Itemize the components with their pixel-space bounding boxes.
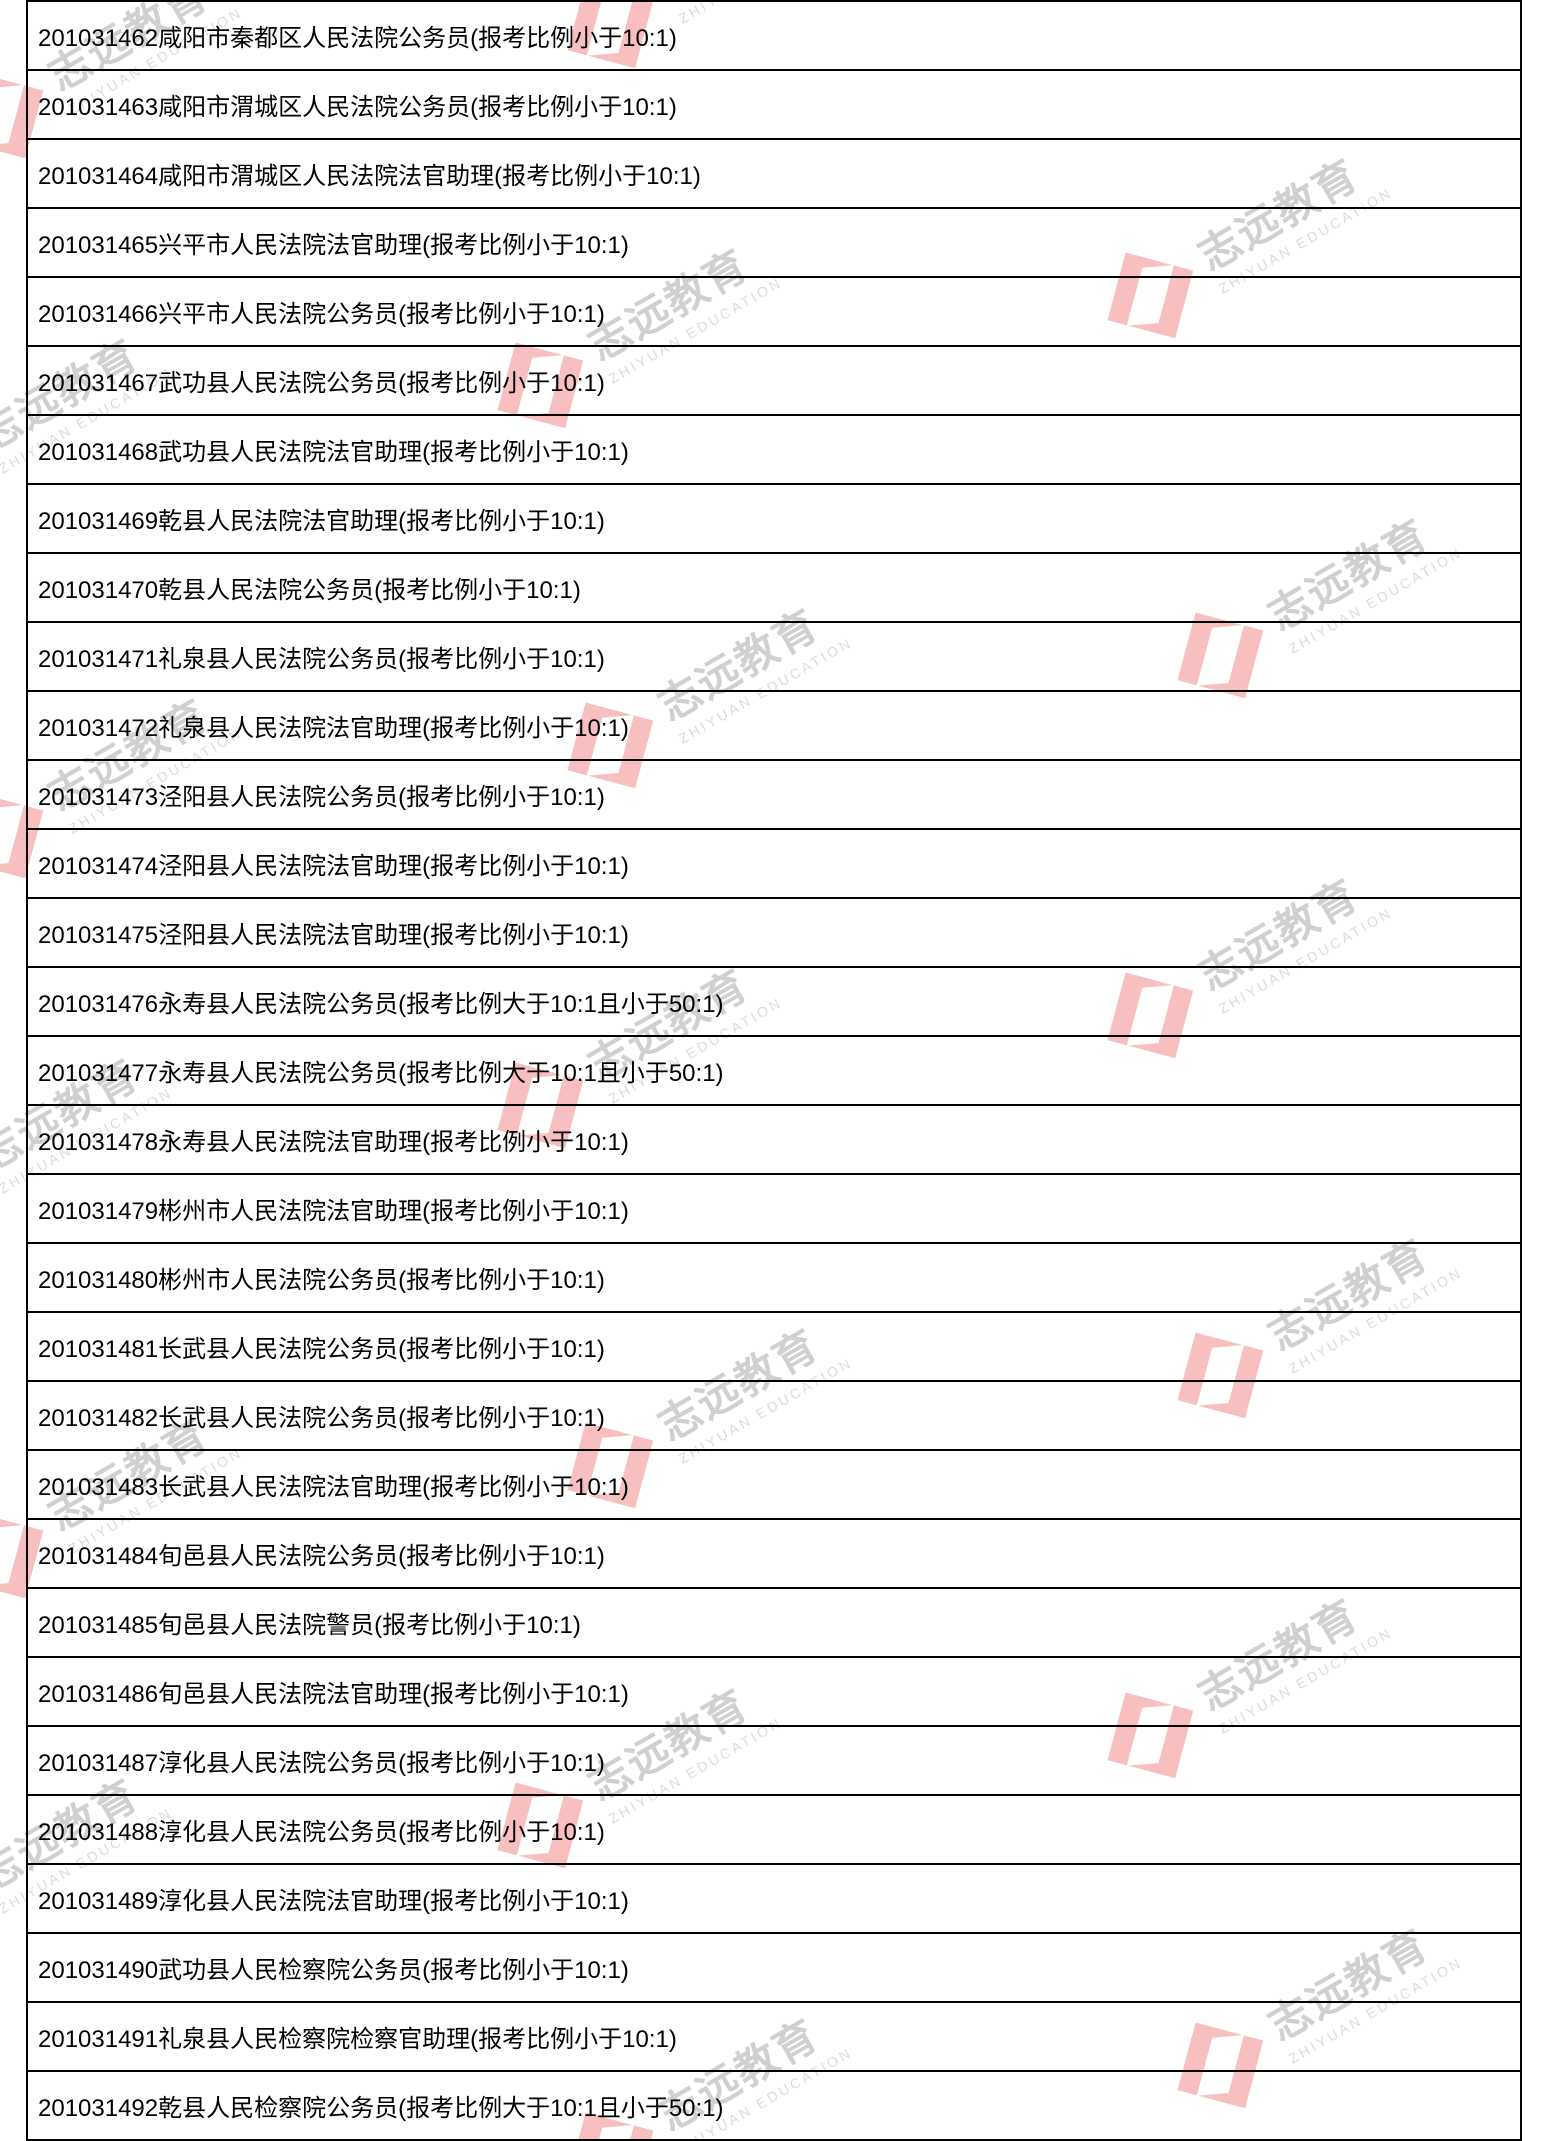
position-cell: 201031485旬邑县人民法院警员(报考比例小于10:1): [27, 1588, 1521, 1657]
table-row: 201031483长武县人民法院法官助理(报考比例小于10:1): [27, 1450, 1521, 1519]
table-row: 201031477永寿县人民法院公务员(报考比例大于10:1且小于50:1): [27, 1036, 1521, 1105]
position-table: 201031462咸阳市秦都区人民法院公务员(报考比例小于10:1)201031…: [26, 0, 1522, 2141]
table-row: 201031485旬邑县人民法院警员(报考比例小于10:1): [27, 1588, 1521, 1657]
table-row: 201031470乾县人民法院公务员(报考比例小于10:1): [27, 553, 1521, 622]
position-cell: 201031475泾阳县人民法院法官助理(报考比例小于10:1): [27, 898, 1521, 967]
position-cell: 201031477永寿县人民法院公务员(报考比例大于10:1且小于50:1): [27, 1036, 1521, 1105]
table-row: 201031474泾阳县人民法院法官助理(报考比例小于10:1): [27, 829, 1521, 898]
position-cell: 201031483长武县人民法院法官助理(报考比例小于10:1): [27, 1450, 1521, 1519]
position-cell: 201031472礼泉县人民法院法官助理(报考比例小于10:1): [27, 691, 1521, 760]
position-cell: 201031464咸阳市渭城区人民法院法官助理(报考比例小于10:1): [27, 139, 1521, 208]
table-row: 201031488淳化县人民法院公务员(报考比例小于10:1): [27, 1795, 1521, 1864]
table-row: 201031476永寿县人民法院公务员(报考比例大于10:1且小于50:1): [27, 967, 1521, 1036]
table-row: 201031487淳化县人民法院公务员(报考比例小于10:1): [27, 1726, 1521, 1795]
position-cell: 201031466兴平市人民法院公务员(报考比例小于10:1): [27, 277, 1521, 346]
position-cell: 201031492乾县人民检察院公务员(报考比例大于10:1且小于50:1): [27, 2071, 1521, 2140]
table-row: 201031467武功县人民法院公务员(报考比例小于10:1): [27, 346, 1521, 415]
position-cell: 201031470乾县人民法院公务员(报考比例小于10:1): [27, 553, 1521, 622]
table-row: 201031472礼泉县人民法院法官助理(报考比例小于10:1): [27, 691, 1521, 760]
position-table-container: 201031462咸阳市秦都区人民法院公务员(报考比例小于10:1)201031…: [0, 0, 1548, 2141]
table-row: 201031478永寿县人民法院法官助理(报考比例小于10:1): [27, 1105, 1521, 1174]
table-row: 201031489淳化县人民法院法官助理(报考比例小于10:1): [27, 1864, 1521, 1933]
position-cell: 201031476永寿县人民法院公务员(报考比例大于10:1且小于50:1): [27, 967, 1521, 1036]
position-cell: 201031481长武县人民法院公务员(报考比例小于10:1): [27, 1312, 1521, 1381]
position-cell: 201031474泾阳县人民法院法官助理(报考比例小于10:1): [27, 829, 1521, 898]
table-row: 201031462咸阳市秦都区人民法院公务员(报考比例小于10:1): [27, 1, 1521, 70]
table-row: 201031482长武县人民法院公务员(报考比例小于10:1): [27, 1381, 1521, 1450]
position-cell: 201031480彬州市人民法院公务员(报考比例小于10:1): [27, 1243, 1521, 1312]
table-row: 201031484旬邑县人民法院公务员(报考比例小于10:1): [27, 1519, 1521, 1588]
position-cell: 201031484旬邑县人民法院公务员(报考比例小于10:1): [27, 1519, 1521, 1588]
position-cell: 201031473泾阳县人民法院公务员(报考比例小于10:1): [27, 760, 1521, 829]
position-cell: 201031486旬邑县人民法院法官助理(报考比例小于10:1): [27, 1657, 1521, 1726]
position-cell: 201031487淳化县人民法院公务员(报考比例小于10:1): [27, 1726, 1521, 1795]
table-row: 201031479彬州市人民法院法官助理(报考比例小于10:1): [27, 1174, 1521, 1243]
table-row: 201031469乾县人民法院法官助理(报考比例小于10:1): [27, 484, 1521, 553]
position-cell: 201031468武功县人民法院法官助理(报考比例小于10:1): [27, 415, 1521, 484]
position-cell: 201031465兴平市人民法院法官助理(报考比例小于10:1): [27, 208, 1521, 277]
position-cell: 201031467武功县人民法院公务员(报考比例小于10:1): [27, 346, 1521, 415]
table-row: 201031491礼泉县人民检察院检察官助理(报考比例小于10:1): [27, 2002, 1521, 2071]
position-cell: 201031463咸阳市渭城区人民法院公务员(报考比例小于10:1): [27, 70, 1521, 139]
position-cell: 201031478永寿县人民法院法官助理(报考比例小于10:1): [27, 1105, 1521, 1174]
table-row: 201031473泾阳县人民法院公务员(报考比例小于10:1): [27, 760, 1521, 829]
position-cell: 201031491礼泉县人民检察院检察官助理(报考比例小于10:1): [27, 2002, 1521, 2071]
table-row: 201031463咸阳市渭城区人民法院公务员(报考比例小于10:1): [27, 70, 1521, 139]
position-cell: 201031479彬州市人民法院法官助理(报考比例小于10:1): [27, 1174, 1521, 1243]
position-cell: 201031462咸阳市秦都区人民法院公务员(报考比例小于10:1): [27, 1, 1521, 70]
position-cell: 201031490武功县人民检察院公务员(报考比例小于10:1): [27, 1933, 1521, 2002]
table-row: 201031466兴平市人民法院公务员(报考比例小于10:1): [27, 277, 1521, 346]
table-row: 201031475泾阳县人民法院法官助理(报考比例小于10:1): [27, 898, 1521, 967]
position-cell: 201031488淳化县人民法院公务员(报考比例小于10:1): [27, 1795, 1521, 1864]
table-row: 201031490武功县人民检察院公务员(报考比例小于10:1): [27, 1933, 1521, 2002]
table-row: 201031481长武县人民法院公务员(报考比例小于10:1): [27, 1312, 1521, 1381]
position-cell: 201031489淳化县人民法院法官助理(报考比例小于10:1): [27, 1864, 1521, 1933]
table-row: 201031471礼泉县人民法院公务员(报考比例小于10:1): [27, 622, 1521, 691]
table-row: 201031486旬邑县人民法院法官助理(报考比例小于10:1): [27, 1657, 1521, 1726]
table-row: 201031465兴平市人民法院法官助理(报考比例小于10:1): [27, 208, 1521, 277]
table-row: 201031480彬州市人民法院公务员(报考比例小于10:1): [27, 1243, 1521, 1312]
table-row: 201031492乾县人民检察院公务员(报考比例大于10:1且小于50:1): [27, 2071, 1521, 2140]
table-row: 201031468武功县人民法院法官助理(报考比例小于10:1): [27, 415, 1521, 484]
table-row: 201031464咸阳市渭城区人民法院法官助理(报考比例小于10:1): [27, 139, 1521, 208]
position-cell: 201031482长武县人民法院公务员(报考比例小于10:1): [27, 1381, 1521, 1450]
position-cell: 201031469乾县人民法院法官助理(报考比例小于10:1): [27, 484, 1521, 553]
position-cell: 201031471礼泉县人民法院公务员(报考比例小于10:1): [27, 622, 1521, 691]
